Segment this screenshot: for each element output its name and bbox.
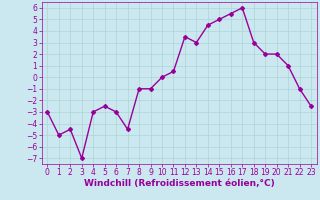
X-axis label: Windchill (Refroidissement éolien,°C): Windchill (Refroidissement éolien,°C): [84, 179, 275, 188]
